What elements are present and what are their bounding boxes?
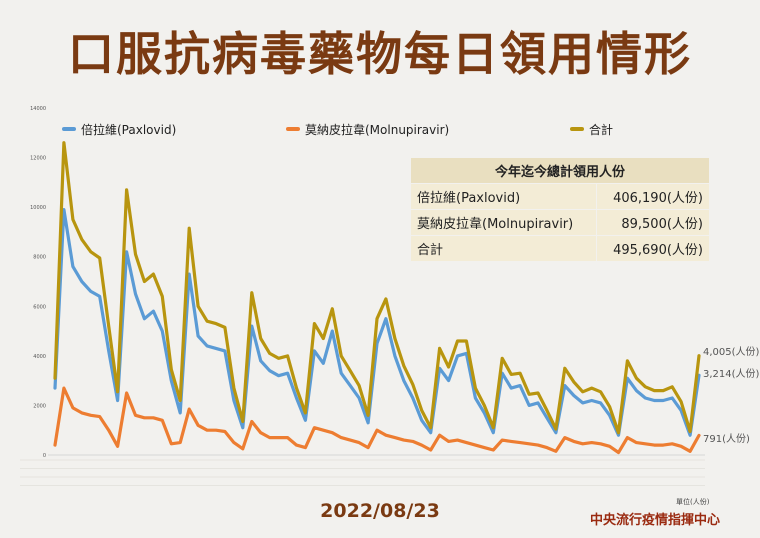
end-label-molnupiravir: 791(人份) [703,434,750,445]
end-label-total: 4,005(人份) [703,347,760,358]
series-line-paxlovid [53,208,701,437]
y-tick-label: 14000 [30,106,46,112]
summary-row-molnupiravir: 莫納皮拉韋(Molnupiravir) 89,500(人份) [410,209,711,236]
page-title: 口服抗病毒藥物每日領用情形 [68,27,692,81]
legend-swatch-total [570,127,584,131]
legend-label-total: 合計 [589,122,614,137]
summary-label: 合計 [410,235,597,262]
summary-header: 今年迄今總計領用人份 [410,157,710,184]
y-tick-label: 8000 [33,255,46,261]
summary-label: 莫納皮拉韋(Molnupiravir) [410,209,597,236]
summary-row-total: 合計 495,690(人份) [410,235,711,262]
end-label-paxlovid: 3,214(人份) [703,369,760,380]
legend-paxlovid: 倍拉維(Paxlovid) [62,121,176,137]
y-tick-label: 12000 [30,156,46,162]
legend-swatch-paxlovid [62,127,76,131]
y-tick-label: 2000 [33,403,46,409]
y-tick-label: 6000 [33,304,46,310]
unit-note: 單位(人份) [676,498,710,506]
summary-table: 今年迄今總計領用人份 倍拉維(Paxlovid) 406,190(人份) 莫納皮… [410,157,711,262]
y-tick-label: 0 [43,453,46,459]
legend-molnupiravir: 莫納皮拉韋(Molnupiravir) [286,121,449,137]
legend-label-paxlovid: 倍拉維(Paxlovid) [81,122,177,137]
series-line-molnupiravir [53,386,701,455]
summary-value: 495,690(人份) [595,235,711,262]
legend-total: 合計 [570,121,613,137]
legend-swatch-molnupiravir [286,127,300,131]
y-tick-label: 4000 [33,354,46,360]
summary-value: 406,190(人份) [595,183,711,210]
y-tick-label: 10000 [30,205,46,211]
legend-label-molnupiravir: 莫納皮拉韋(Molnupiravir) [305,122,450,137]
summary-label: 倍拉維(Paxlovid) [410,183,597,210]
series-line-total [53,141,701,435]
summary-header-row: 今年迄今總計領用人份 [410,157,710,184]
summary-row-paxlovid: 倍拉維(Paxlovid) 406,190(人份) [410,183,711,210]
agency-name: 中央流行疫情指揮中心 [590,513,721,528]
report-date: 2022/08/23 [320,500,440,522]
summary-value: 89,500(人份) [595,209,711,236]
